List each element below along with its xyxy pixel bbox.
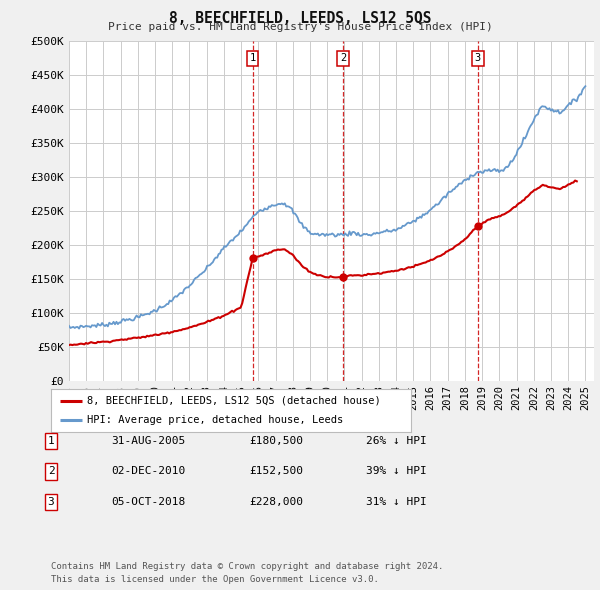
Text: 3: 3 bbox=[475, 53, 481, 63]
Text: 05-OCT-2018: 05-OCT-2018 bbox=[111, 497, 185, 507]
Text: 8, BEECHFIELD, LEEDS, LS12 5QS: 8, BEECHFIELD, LEEDS, LS12 5QS bbox=[169, 11, 431, 25]
Text: 3: 3 bbox=[47, 497, 55, 507]
Text: This data is licensed under the Open Government Licence v3.0.: This data is licensed under the Open Gov… bbox=[51, 575, 379, 584]
Text: Contains HM Land Registry data © Crown copyright and database right 2024.: Contains HM Land Registry data © Crown c… bbox=[51, 562, 443, 571]
Text: 31-AUG-2005: 31-AUG-2005 bbox=[111, 436, 185, 445]
Text: £228,000: £228,000 bbox=[249, 497, 303, 507]
Text: £180,500: £180,500 bbox=[249, 436, 303, 445]
Text: 26% ↓ HPI: 26% ↓ HPI bbox=[366, 436, 427, 445]
Text: HPI: Average price, detached house, Leeds: HPI: Average price, detached house, Leed… bbox=[87, 415, 343, 425]
Text: 1: 1 bbox=[250, 53, 256, 63]
Text: Price paid vs. HM Land Registry's House Price Index (HPI): Price paid vs. HM Land Registry's House … bbox=[107, 22, 493, 32]
Text: 8, BEECHFIELD, LEEDS, LS12 5QS (detached house): 8, BEECHFIELD, LEEDS, LS12 5QS (detached… bbox=[87, 396, 381, 406]
Text: 02-DEC-2010: 02-DEC-2010 bbox=[111, 467, 185, 476]
Text: 2: 2 bbox=[340, 53, 346, 63]
Text: 2: 2 bbox=[47, 467, 55, 476]
Text: 39% ↓ HPI: 39% ↓ HPI bbox=[366, 467, 427, 476]
Text: 1: 1 bbox=[47, 436, 55, 445]
Text: 31% ↓ HPI: 31% ↓ HPI bbox=[366, 497, 427, 507]
Text: £152,500: £152,500 bbox=[249, 467, 303, 476]
